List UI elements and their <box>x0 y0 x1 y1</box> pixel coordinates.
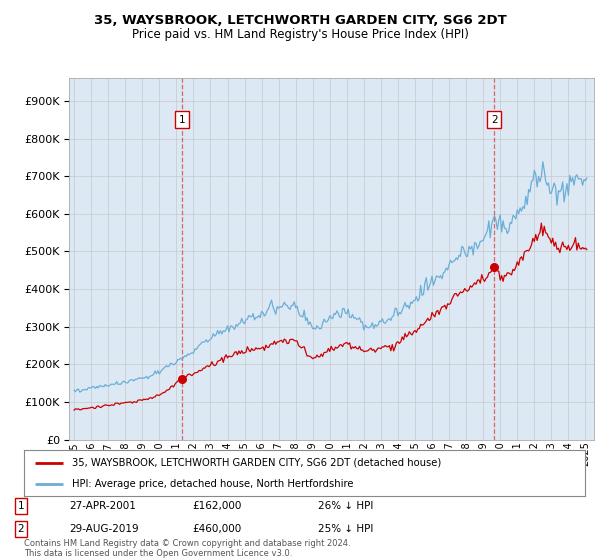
Text: 1: 1 <box>179 115 185 125</box>
Text: £460,000: £460,000 <box>192 524 241 534</box>
Text: 25% ↓ HPI: 25% ↓ HPI <box>318 524 373 534</box>
Text: HPI: Average price, detached house, North Hertfordshire: HPI: Average price, detached house, Nort… <box>71 479 353 489</box>
Text: 35, WAYSBROOK, LETCHWORTH GARDEN CITY, SG6 2DT: 35, WAYSBROOK, LETCHWORTH GARDEN CITY, S… <box>94 14 506 27</box>
Text: Contains HM Land Registry data © Crown copyright and database right 2024.
This d: Contains HM Land Registry data © Crown c… <box>24 539 350 558</box>
Text: 26% ↓ HPI: 26% ↓ HPI <box>318 501 373 511</box>
Text: 2: 2 <box>17 524 25 534</box>
Text: 2: 2 <box>491 115 498 125</box>
Text: 35, WAYSBROOK, LETCHWORTH GARDEN CITY, SG6 2DT (detached house): 35, WAYSBROOK, LETCHWORTH GARDEN CITY, S… <box>71 458 441 468</box>
Text: £162,000: £162,000 <box>192 501 241 511</box>
Text: 1: 1 <box>17 501 25 511</box>
Text: Price paid vs. HM Land Registry's House Price Index (HPI): Price paid vs. HM Land Registry's House … <box>131 28 469 41</box>
Text: 27-APR-2001: 27-APR-2001 <box>69 501 136 511</box>
Text: 29-AUG-2019: 29-AUG-2019 <box>69 524 139 534</box>
